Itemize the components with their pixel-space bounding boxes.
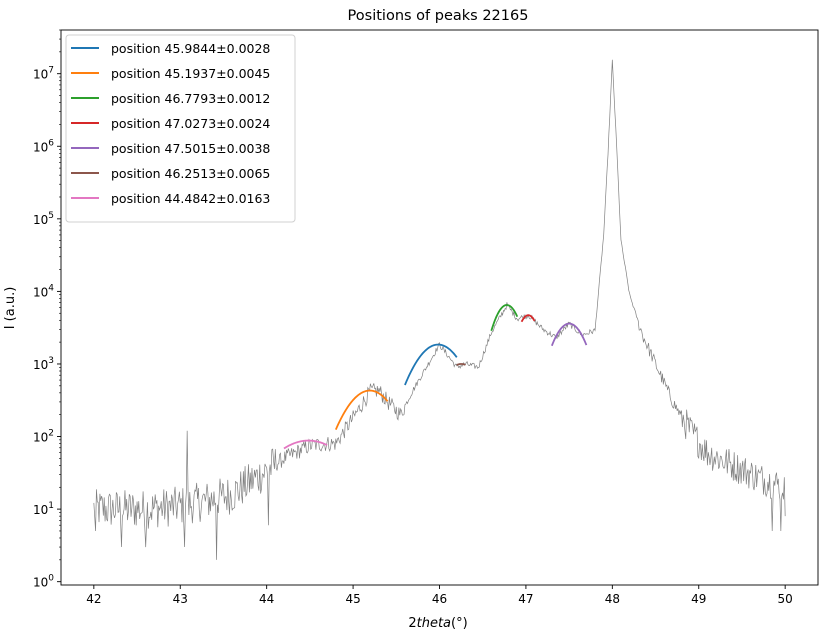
y-tick-label: 102	[33, 429, 54, 445]
fit-curve-4	[520, 314, 536, 323]
y-tick-label: 101	[33, 501, 54, 517]
y-tick-label: 107	[33, 66, 54, 82]
y-axis-label: I (a.u.)	[3, 287, 18, 330]
fit-curves-layer	[283, 304, 588, 450]
x-tick-label: 43	[173, 592, 188, 606]
raw-data-layer	[93, 59, 786, 560]
x-tick-label: 49	[691, 592, 706, 606]
legend: position 45.9844±0.0028 position 45.1937±…	[65, 34, 296, 223]
fit-curve-6	[456, 363, 466, 366]
y-tick-label: 103	[33, 356, 54, 372]
legend-label: position 45.9844±0.0028	[111, 41, 270, 56]
raw-intensity-trace	[93, 59, 786, 560]
fit-curve-5	[551, 322, 588, 347]
y-axis: 100 101 102 103 104 105 106 107	[33, 29, 61, 590]
y-tick-label: 106	[33, 138, 54, 154]
fit-curve-2	[334, 389, 389, 431]
legend-label: position 47.5015±0.0038	[111, 141, 270, 156]
x-tick-label: 47	[518, 592, 533, 606]
legend-box	[65, 34, 296, 223]
legend-label: position 45.1937±0.0045	[111, 66, 270, 81]
x-tick-label: 45	[345, 592, 360, 606]
legend-label: position 47.0273±0.0024	[111, 116, 270, 131]
x-tick-label: 44	[259, 592, 274, 606]
x-tick-label: 48	[605, 592, 620, 606]
fit-curve-7	[283, 439, 328, 450]
y-tick-label: 105	[33, 211, 54, 227]
legend-label: position 46.7793±0.0012	[111, 91, 270, 106]
x-tick-label: 50	[778, 592, 793, 606]
chart-title: Positions of peaks 22165	[348, 8, 529, 24]
x-axis-label: 2theta(°)	[408, 616, 467, 631]
y-tick-label: 104	[33, 283, 54, 299]
fit-curve-1	[404, 343, 458, 386]
legend-label: position 44.4842±0.0163	[111, 191, 270, 206]
x-axis: 42 43 44 45 46 47 48 49 50	[86, 585, 793, 606]
y-tick-label: 100	[33, 574, 54, 590]
fit-curve-3	[490, 304, 519, 332]
legend-label: position 46.2513±0.0065	[111, 166, 270, 181]
x-tick-label: 42	[86, 592, 101, 606]
x-tick-label: 46	[432, 592, 447, 606]
